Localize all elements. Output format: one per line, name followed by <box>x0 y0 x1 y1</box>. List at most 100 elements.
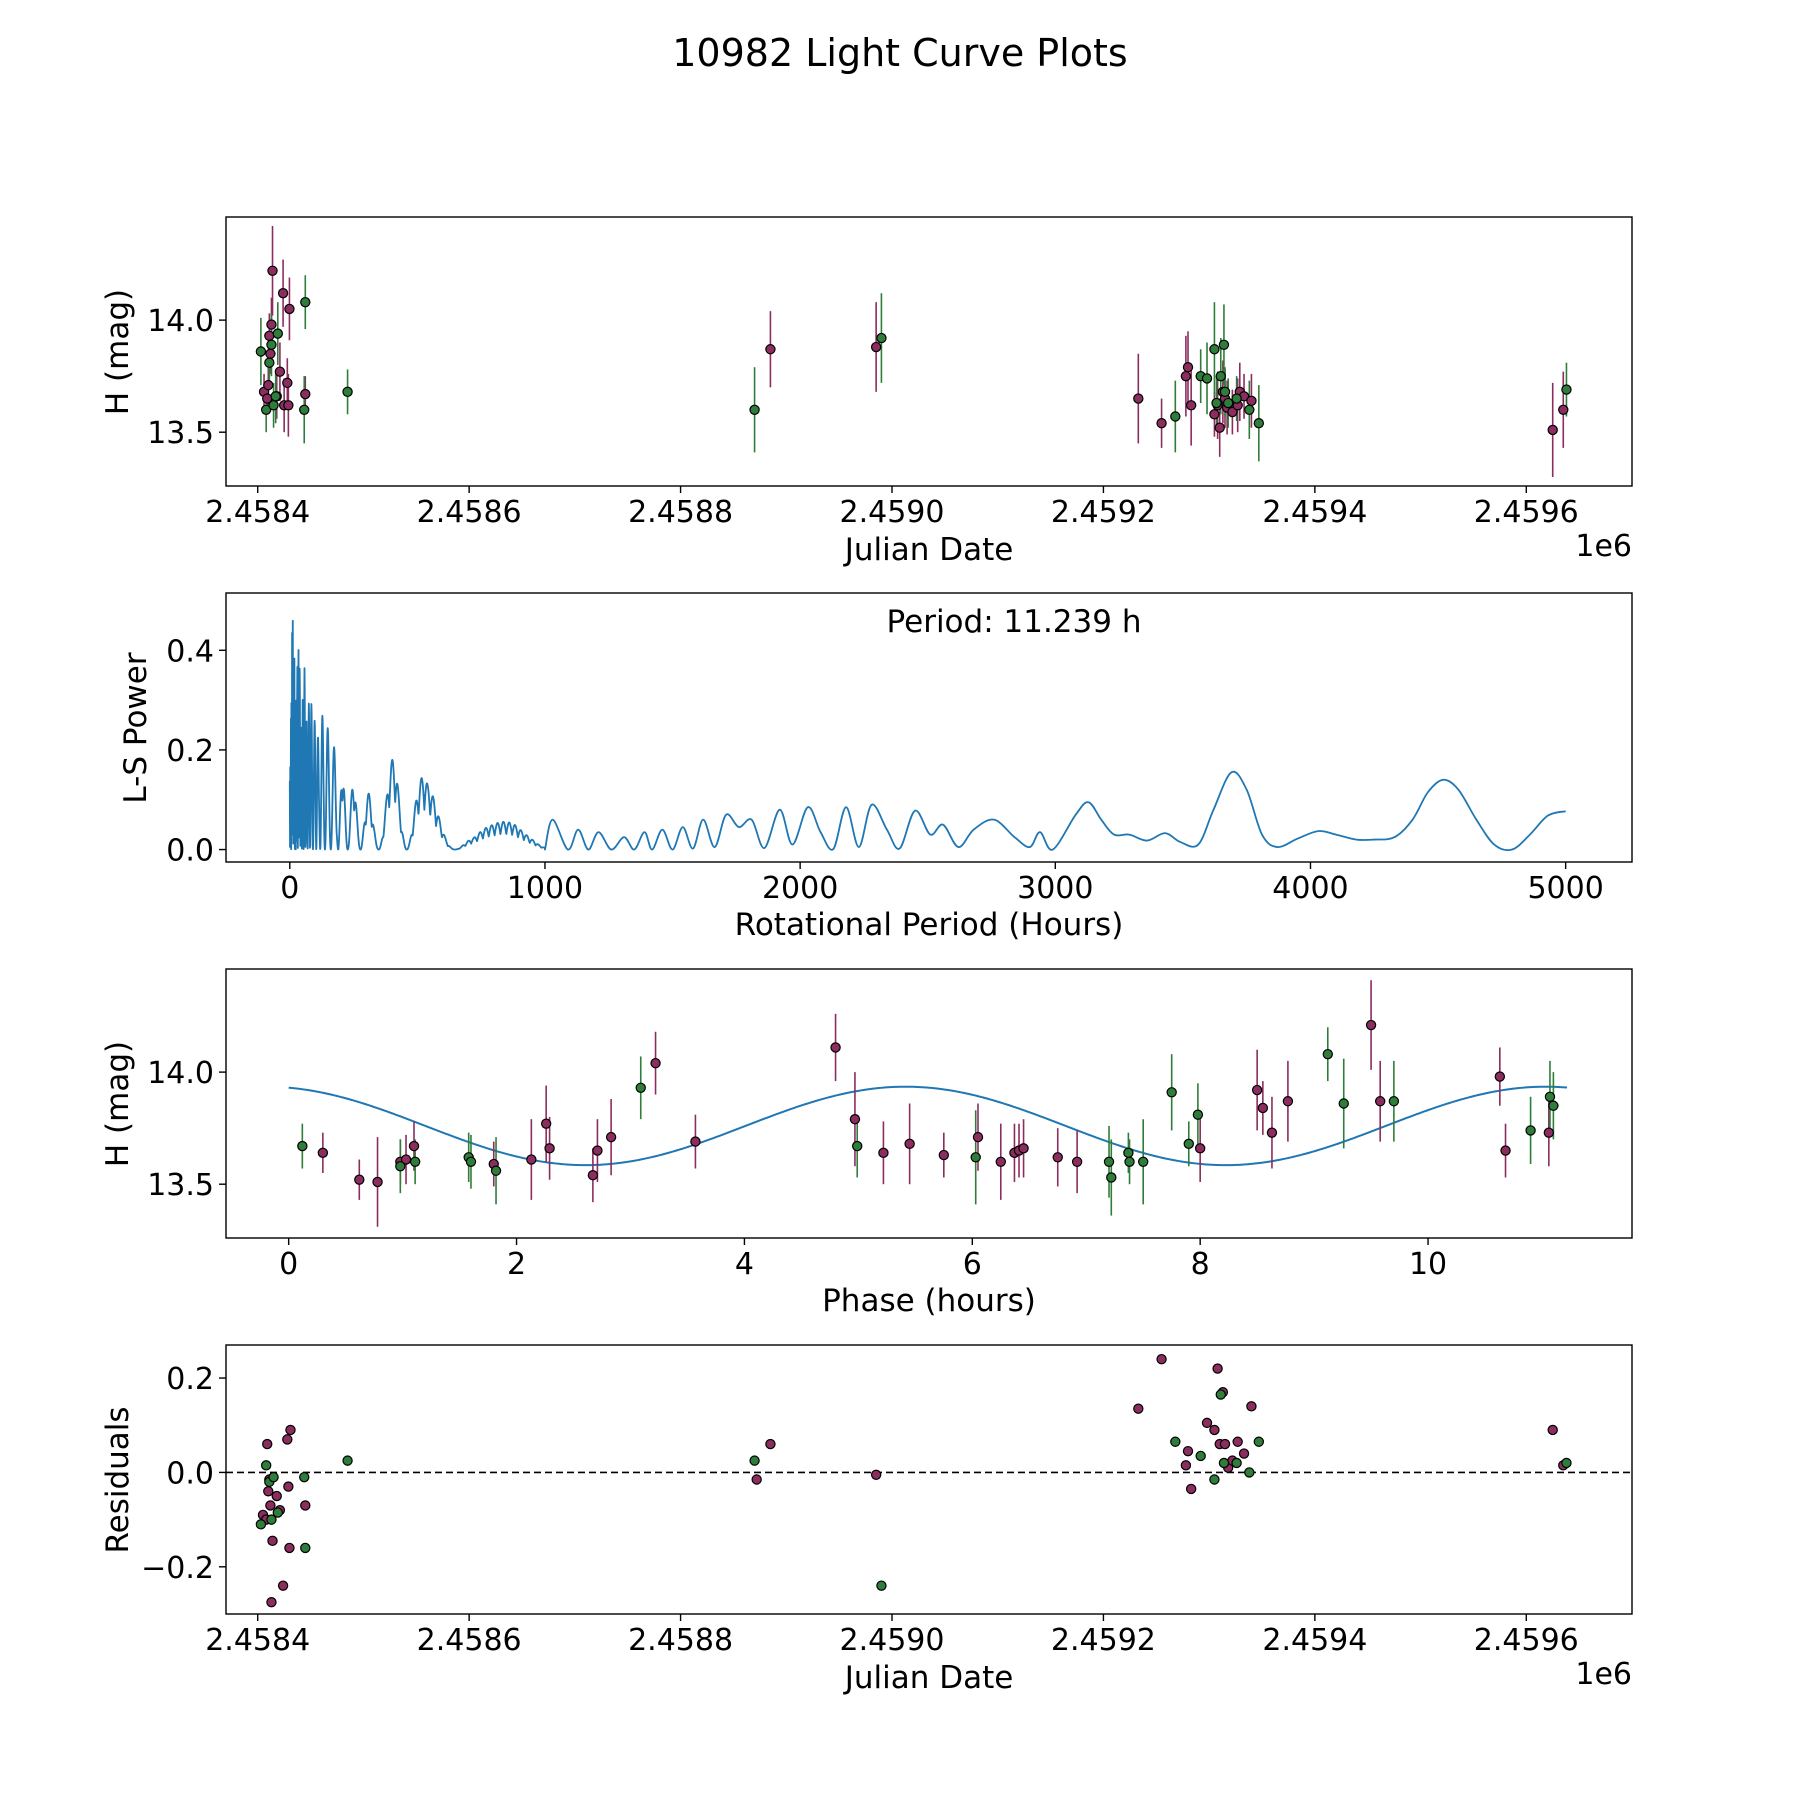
green-data-point <box>266 1514 277 1525</box>
purple-data-point <box>1494 1071 1506 1082</box>
residuals-ticks: 2.4584 2.4586 2.4588 2.4590 2.4592 2.4594 2.45… <box>141 1362 1579 1658</box>
y-tick-label: 0.2 <box>166 734 214 769</box>
green-data-point <box>1209 344 1220 355</box>
purple-data-point <box>277 1580 289 1591</box>
raw-y-axis-label: H (mag) <box>100 289 136 415</box>
purple-data-point <box>1052 1152 1063 1163</box>
purple-data-point <box>1071 1156 1083 1167</box>
purple-data-point <box>995 1156 1006 1167</box>
y-tick-label: 0.0 <box>166 834 214 869</box>
purple-data-point <box>1558 404 1569 415</box>
x-tick-label: 2.4594 <box>1262 495 1367 530</box>
purple-data-point <box>264 330 275 342</box>
raw-ticks: 2.4584 2.4586 2.4588 2.4590 2.4592 2.4594 2.45… <box>147 304 1579 530</box>
green-data-point <box>342 386 353 398</box>
purple-data-point <box>1246 1401 1257 1412</box>
purple-data-point <box>1547 1424 1558 1436</box>
x-tick-label: 5000 <box>1527 871 1603 906</box>
purple-data-point <box>1194 1143 1206 1154</box>
purple-data-point <box>1227 406 1238 418</box>
purple-data-point <box>300 388 311 400</box>
green-data-point <box>1253 1436 1265 1447</box>
purple-data-point <box>1180 1460 1192 1471</box>
green-data-point <box>1244 404 1255 415</box>
periodogram-x-axis-label: Rotational Period (Hours) <box>735 907 1124 943</box>
green-data-point <box>1244 1467 1255 1478</box>
purple-data-point <box>1251 1084 1263 1096</box>
green-data-point <box>1138 1156 1149 1167</box>
purple-data-point <box>1365 1019 1377 1031</box>
figure-title: 10982 Light Curve Plots <box>672 31 1127 75</box>
x-tick-label: 2.4588 <box>628 495 733 530</box>
green-data-point <box>1525 1125 1536 1136</box>
green-data-point <box>1209 1474 1220 1485</box>
purple-data-point <box>317 1147 329 1159</box>
purple-data-point <box>1133 393 1144 404</box>
purple-data-point <box>1182 1445 1194 1457</box>
x-tick-label: 2000 <box>762 871 838 906</box>
green-data-point <box>1123 1147 1134 1159</box>
green-data-point <box>1561 384 1572 395</box>
purple-data-point <box>605 1131 617 1143</box>
purple-data-point <box>1257 1102 1269 1114</box>
green-data-point <box>970 1152 981 1163</box>
purple-data-point <box>265 1500 276 1511</box>
purple-data-point <box>1266 1127 1278 1138</box>
purple-data-point <box>283 1481 294 1492</box>
green-data-point <box>490 1165 502 1176</box>
periodogram-line <box>288 619 1566 852</box>
phased-x-axis-label: Phase (hours) <box>822 1283 1036 1319</box>
purple-data-point <box>1185 400 1197 411</box>
purple-data-point <box>904 1138 915 1150</box>
residuals-axes-frame <box>225 1344 1633 1615</box>
panel-periodogram: 0 1000 2000 3000 4000 5000 0.0 0.2 0.4 Period: 1… <box>118 592 1633 943</box>
purple-data-point <box>587 1170 599 1181</box>
purple-data-point <box>830 1042 841 1053</box>
green-data-point <box>1218 339 1230 350</box>
green-data-point <box>749 1455 760 1466</box>
purple-data-point <box>1282 1096 1294 1107</box>
purple-data-point <box>765 1438 776 1450</box>
purple-data-point <box>284 303 295 315</box>
green-data-point <box>266 339 277 350</box>
green-data-point <box>1170 411 1181 422</box>
periodogram-axes-frame <box>225 592 1633 863</box>
y-tick-label: −0.2 <box>141 1551 214 1586</box>
purple-data-point <box>265 348 276 359</box>
x-tick-label: 10 <box>1409 1247 1447 1282</box>
purple-data-point <box>870 341 882 353</box>
purple-data-point <box>690 1136 701 1147</box>
green-data-point <box>876 1580 887 1591</box>
green-data-point <box>260 1460 272 1471</box>
purple-data-point <box>592 1145 603 1156</box>
purple-data-point <box>372 1176 383 1188</box>
purple-data-point <box>1185 1483 1197 1495</box>
purple-data-point <box>266 1597 277 1608</box>
x-tick-label: 2.4590 <box>840 1623 945 1658</box>
green-data-point <box>1215 370 1226 382</box>
x-tick-label: 2.4586 <box>417 1623 522 1658</box>
purple-data-point <box>1500 1145 1511 1156</box>
x-tick-label: 2.4594 <box>1262 1623 1367 1658</box>
green-data-point <box>1106 1172 1117 1183</box>
purple-data-point <box>1543 1127 1555 1138</box>
purple-data-point <box>938 1149 950 1161</box>
purple-data-point <box>1238 1448 1250 1459</box>
purple-data-point <box>526 1154 537 1165</box>
green-data-point <box>395 1161 406 1172</box>
x-tick-label: 2.4586 <box>417 495 522 530</box>
green-data-point <box>1166 1087 1177 1098</box>
y-tick-label: 14.0 <box>147 1056 214 1091</box>
green-data-point <box>465 1156 477 1167</box>
periodogram-y-axis-label: L-S Power <box>118 652 154 803</box>
y-tick-label: 14.0 <box>147 304 214 339</box>
green-data-point <box>272 328 283 339</box>
purple-data-point <box>1232 1436 1243 1447</box>
x-tick-label: 4000 <box>1272 871 1348 906</box>
x-tick-label: 2.4584 <box>205 1623 310 1658</box>
purple-data-point <box>972 1131 984 1143</box>
green-data-point <box>876 332 887 344</box>
purple-data-point <box>1209 1424 1220 1436</box>
purple-data-point <box>1209 409 1220 420</box>
phased-axes-frame <box>225 968 1633 1239</box>
